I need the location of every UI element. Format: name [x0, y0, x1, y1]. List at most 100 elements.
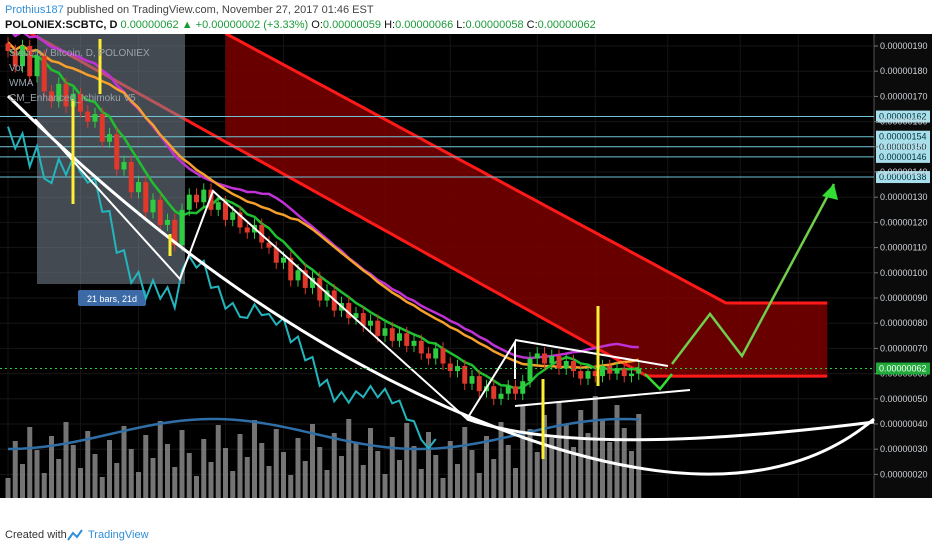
- low-value: 0.00000058: [465, 19, 524, 31]
- last-price-bg: [876, 362, 930, 375]
- candle-body: [433, 348, 439, 359]
- volume-bar: [107, 440, 112, 498]
- publish-line: Prothius187 published on TradingView.com…: [5, 4, 374, 16]
- level-label-bg: [876, 171, 930, 184]
- candle-body: [324, 290, 330, 301]
- volume-bar: [404, 423, 410, 498]
- candle-body: [426, 353, 431, 359]
- price-tick-label: 0.00000030: [880, 444, 928, 454]
- volume-bar: [418, 469, 424, 498]
- footer: Created with TradingView: [0, 522, 932, 550]
- candle-body: [571, 361, 576, 372]
- price-tick-label: 0.00000120: [880, 217, 928, 227]
- candle-body: [12, 51, 18, 67]
- candle-body: [505, 386, 511, 394]
- candle-body: [462, 366, 468, 384]
- volume-ma-line: [7, 417, 639, 451]
- volume-bar: [331, 433, 337, 498]
- price-tick-label: 0.00000170: [880, 91, 928, 101]
- candle-body: [78, 93, 83, 112]
- candle-body: [513, 386, 518, 394]
- level-label: 0.00000154: [879, 132, 927, 142]
- volume-bar: [389, 437, 395, 498]
- candle-body: [150, 199, 156, 213]
- candle-body: [121, 161, 127, 170]
- tradingview-brand[interactable]: TradingView: [88, 529, 149, 541]
- volume-bar: [201, 439, 207, 498]
- volume-bar: [252, 420, 257, 498]
- candle-body: [281, 257, 286, 263]
- level-label: 0.00000162: [879, 112, 927, 122]
- close-label: C:: [526, 19, 538, 31]
- purple-line: [7, 27, 639, 360]
- candle-body: [447, 363, 453, 372]
- measure-box: 21 bars, 21d: [37, 34, 185, 306]
- volume-bar: [462, 427, 468, 498]
- candle-body: [629, 373, 634, 377]
- green-line: [7, 47, 639, 390]
- price-tick-label: 0.00000050: [880, 394, 928, 404]
- volume-bar: [273, 429, 279, 498]
- volume-bar: [368, 428, 373, 498]
- price-change: +0.00000002 (+3.33%): [195, 19, 309, 31]
- volume-bar: [186, 453, 192, 498]
- volume-bar: [302, 461, 308, 498]
- candle-body: [455, 366, 460, 372]
- price-tick-label: 0.00000190: [880, 41, 928, 51]
- candle-body: [527, 358, 533, 382]
- change-arrow-icon: ▲: [181, 19, 193, 31]
- volume-bar: [360, 465, 366, 498]
- chart-area[interactable]: 21 bars, 21d 0.00000162 0.00000154 0.00000…: [0, 19, 932, 515]
- price-chart[interactable]: 21 bars, 21d 0.000001620.000001540.00000…: [0, 19, 932, 515]
- volume-bar: [78, 468, 83, 498]
- measure-tooltip-bg: [78, 290, 146, 306]
- price-tick-label: 0.00000160: [880, 117, 928, 127]
- price-tick-label: 0.00000180: [880, 66, 928, 76]
- candle-body: [310, 277, 315, 288]
- candle-body: [288, 257, 294, 281]
- candle-body: [63, 83, 69, 107]
- volume-bar: [426, 432, 431, 498]
- volume-bar: [70, 445, 76, 498]
- created-with-text: Created with: [5, 529, 67, 541]
- candle-body: [194, 194, 199, 203]
- cloud-fill: [225, 33, 828, 377]
- price-tick-label: 0.00000150: [880, 142, 928, 152]
- candle-body: [136, 182, 141, 193]
- price-tick-label: 0.00000130: [880, 192, 928, 202]
- price-tick-label: 0.00000020: [880, 469, 928, 479]
- volume-bar: [447, 441, 453, 498]
- volume-bar: [27, 427, 33, 498]
- volume-bar: [12, 441, 18, 498]
- volume-bar: [114, 463, 120, 498]
- candle-body: [614, 368, 620, 374]
- volume-bar: [136, 472, 141, 498]
- volume-bar: [208, 462, 214, 498]
- candle-body: [592, 371, 598, 377]
- legend-symbol: Siacoin / Bitcoin, D, POLONIEX: [9, 48, 150, 59]
- price-tick-label: 0.00000100: [880, 268, 928, 278]
- projection-path: [671, 183, 836, 365]
- symbol-name: POLONIEX:SCBTC, D: [5, 19, 118, 31]
- candle-body: [375, 320, 381, 336]
- candle-body: [20, 46, 25, 67]
- volume-bar: [179, 430, 185, 498]
- legend-volume: Vol: [9, 63, 23, 74]
- candle-body: [114, 134, 120, 170]
- candle-body: [549, 355, 555, 364]
- candle-body: [397, 333, 402, 341]
- last-price: 0.00000062: [120, 19, 179, 31]
- high-label: H:: [384, 19, 396, 31]
- candle-body: [99, 114, 105, 142]
- volume-bar: [5, 478, 11, 498]
- candle-body: [237, 212, 243, 228]
- candle-body: [266, 242, 272, 248]
- volume-bar: [397, 460, 402, 498]
- volume-bar: [592, 396, 598, 498]
- volume-bar: [585, 433, 591, 498]
- candle-body: [607, 366, 613, 374]
- candle-body: [56, 83, 62, 102]
- horizontal-levels: 0.00000162 0.000001540.000001500.00000146…: [0, 110, 930, 184]
- green-v-arrow: [644, 373, 673, 391]
- author-link[interactable]: Prothius187: [5, 4, 64, 16]
